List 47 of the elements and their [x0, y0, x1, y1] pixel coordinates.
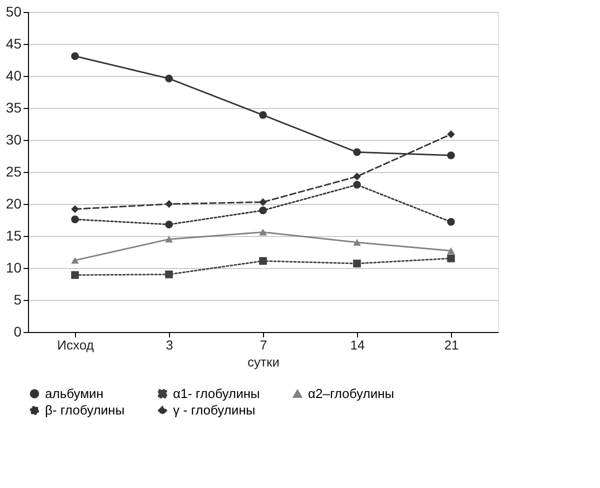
- point: [71, 271, 79, 279]
- point: [353, 172, 361, 180]
- point: [259, 206, 267, 214]
- x-tick-label: 3: [166, 338, 174, 352]
- point: [447, 130, 455, 138]
- point: [447, 254, 455, 262]
- y-tick-label: 20: [6, 196, 22, 212]
- y-tick-label: 40: [6, 68, 22, 84]
- point: [71, 215, 79, 224]
- y-tick-label: 15: [6, 228, 22, 244]
- point: [259, 111, 267, 119]
- y-tick-label: 25: [6, 164, 22, 180]
- point: [259, 228, 267, 236]
- point: [447, 218, 455, 226]
- y-tick-label: 0: [14, 324, 22, 340]
- x-tick-label: 7: [260, 338, 268, 352]
- point: [353, 180, 361, 189]
- x-tick-label: 14: [350, 338, 365, 352]
- point: [165, 200, 173, 208]
- point: [165, 270, 173, 278]
- point: [165, 74, 173, 82]
- legend-label: γ - глобулины: [173, 402, 256, 418]
- point: [353, 148, 361, 156]
- point: [165, 236, 173, 243]
- y-tick-label: 35: [6, 100, 22, 116]
- point: [71, 256, 79, 264]
- legend-label: β- глобулины: [45, 402, 125, 418]
- legend-label: α2–глобулины: [308, 386, 394, 401]
- x-tick-label: 21: [444, 338, 459, 352]
- x-axis-title: сутки: [248, 354, 280, 370]
- point: [71, 205, 79, 213]
- point: [447, 247, 455, 254]
- point: [353, 239, 361, 246]
- point: [447, 151, 455, 160]
- y-tick-label: 30: [6, 132, 22, 148]
- legend-label: α1- глобулины: [173, 386, 260, 401]
- point: [165, 220, 173, 228]
- point: [353, 260, 361, 268]
- point: [259, 198, 267, 206]
- point: [259, 257, 267, 265]
- y-tick-label: 5: [14, 292, 22, 308]
- x-tick-label: Исход: [57, 338, 94, 352]
- y-tick-label: 45: [6, 36, 22, 52]
- legend-label: альбумин: [45, 386, 104, 401]
- y-tick-label: 10: [6, 260, 22, 276]
- y-tick-label: 50: [6, 4, 22, 20]
- point: [71, 52, 79, 60]
